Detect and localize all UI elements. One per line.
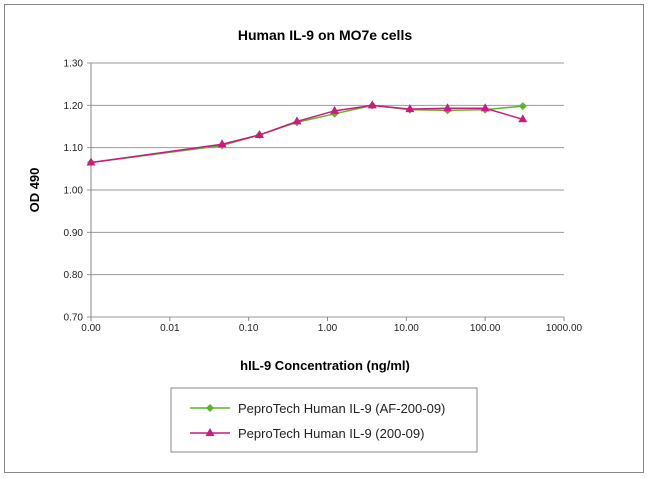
y-tick-label: 1.30 xyxy=(64,59,84,70)
x-tick-label: 1000.00 xyxy=(546,323,583,334)
triangle-marker xyxy=(205,428,215,436)
y-tick-label: 1.00 xyxy=(64,186,84,197)
chart-title: Human IL-9 on MO7e cells xyxy=(238,27,412,43)
triangle-marker xyxy=(330,105,340,114)
triangle-marker xyxy=(405,104,415,113)
diamond-marker xyxy=(518,102,527,111)
y-tick-label: 0.90 xyxy=(64,228,84,239)
legend xyxy=(170,387,478,453)
x-tick-label: 10.00 xyxy=(394,323,419,334)
triangle-marker xyxy=(292,116,302,125)
x-tick-label: 0.01 xyxy=(160,323,180,334)
triangle-marker xyxy=(86,157,96,166)
triangle-marker xyxy=(217,139,227,148)
x-tick-label: 0.10 xyxy=(239,323,259,334)
y-tick-label: 0.80 xyxy=(64,270,84,281)
diamond-marker xyxy=(206,404,214,412)
triangle-marker xyxy=(443,103,453,112)
x-axis-label: hIL-9 Concentration (ng/ml) xyxy=(240,358,410,373)
chart-frame xyxy=(4,4,644,473)
series-line xyxy=(90,104,523,164)
y-tick-label: 1.10 xyxy=(64,143,84,154)
x-tick-label: 100.00 xyxy=(470,323,501,334)
x-tick-label: 1.00 xyxy=(318,323,338,334)
triangle-marker xyxy=(480,103,490,112)
x-tick-label: 0.00 xyxy=(81,323,101,334)
y-tick-label: 0.70 xyxy=(64,313,84,324)
triangle-marker xyxy=(254,129,264,138)
y-tick-label: 1.20 xyxy=(64,101,84,112)
legend-label: PeproTech Human IL-9 (AF-200-09) xyxy=(238,401,445,416)
triangle-marker xyxy=(518,114,528,123)
y-axis-label: OD 490 xyxy=(27,168,42,213)
triangle-marker xyxy=(367,100,377,109)
legend-label: PeproTech Human IL-9 (200-09) xyxy=(238,426,424,441)
